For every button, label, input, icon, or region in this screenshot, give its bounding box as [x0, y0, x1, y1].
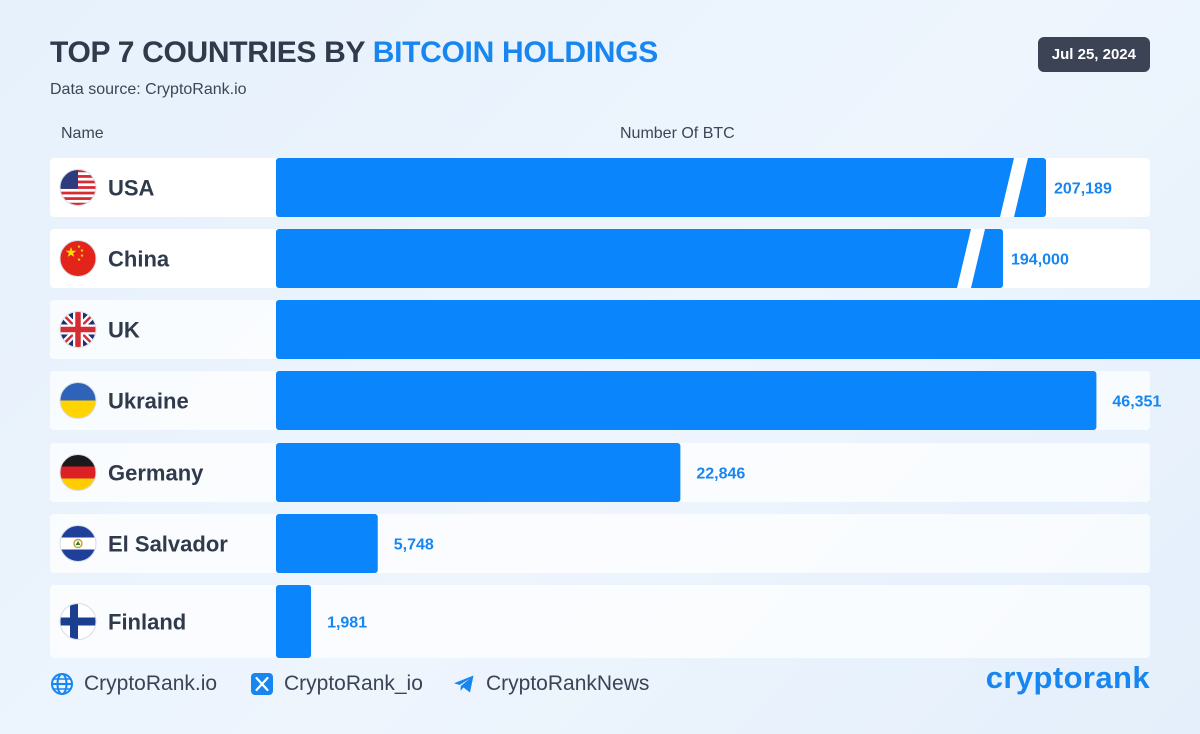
telegram-icon: [454, 675, 474, 693]
uk-flag-icon: [60, 311, 96, 348]
bar-uk: [276, 300, 1200, 359]
bar-ukraine: [276, 371, 1097, 430]
footer-telegram[interactable]: CryptoRankNews: [452, 672, 649, 696]
bar-el-salvador: [276, 514, 378, 573]
chart-title-part1: TOP 7 COUNTRIES BY: [50, 36, 373, 69]
x-logo-icon: [251, 673, 273, 695]
footer-website-label: CryptoRank.io: [84, 672, 218, 695]
value-label: 207,189: [1054, 181, 1112, 198]
axis-break: [1000, 158, 1028, 217]
finland-flag-icon: [60, 603, 96, 640]
chart-row: 46,351 Ukraine: [50, 371, 1161, 430]
chart-row: 5,748 El Salvador: [50, 514, 1150, 573]
chart-row: 194,000 China: [50, 229, 1150, 288]
value-label: 46,351: [1112, 394, 1161, 411]
column-header-name: Name: [61, 125, 104, 142]
bar-germany: [276, 443, 681, 502]
value-label: 22,846: [696, 466, 745, 483]
country-name: Finland: [108, 610, 186, 635]
chart-title-part2: BITCOIN HOLDINGS: [372, 36, 659, 69]
country-name: China: [108, 247, 170, 272]
date-badge: Jul 25, 2024: [1037, 37, 1150, 72]
country-name: Ukraine: [108, 389, 189, 414]
column-header-value: Number Of BTC: [620, 125, 735, 142]
country-name: El Salvador: [108, 532, 228, 557]
chart-row: 22,846 Germany: [50, 443, 1150, 502]
cryptorank-logo: cryptorank: [985, 660, 1150, 695]
country-name: USA: [108, 176, 155, 201]
value-label: 194,000: [1011, 252, 1069, 269]
country-name: Germany: [108, 461, 204, 486]
chart-title: TOP 7 COUNTRIES BY BITCOIN HOLDINGS: [50, 36, 658, 70]
footer-x-handle[interactable]: CryptoRank_io: [250, 672, 423, 696]
ukraine-flag-icon: [60, 382, 96, 419]
bar-finland: [276, 585, 312, 658]
value-label: 1,981: [327, 615, 367, 632]
china-flag-icon: [60, 240, 96, 277]
row-background: [50, 585, 1150, 658]
country-name: UK: [108, 318, 140, 343]
chart-row: 1,981 Finland: [50, 585, 1150, 658]
footer-website[interactable]: CryptoRank.io: [50, 672, 217, 696]
germany-flag-icon: [60, 454, 96, 491]
globe-icon: [51, 673, 73, 695]
chart-row: 207,189 USA: [50, 158, 1150, 217]
footer-x-handle-label: CryptoRank_io: [284, 672, 423, 695]
axis-break: [957, 229, 985, 288]
el-salvador-flag-icon: [60, 525, 96, 562]
chart-row: 61,000UK: [50, 300, 1200, 359]
value-label: 5,748: [394, 537, 434, 554]
bar-usa: [276, 158, 1046, 217]
bar-china: [276, 229, 1003, 288]
footer-telegram-label: CryptoRankNews: [486, 672, 650, 695]
data-source: Data source: CryptoRank.io: [50, 81, 247, 98]
